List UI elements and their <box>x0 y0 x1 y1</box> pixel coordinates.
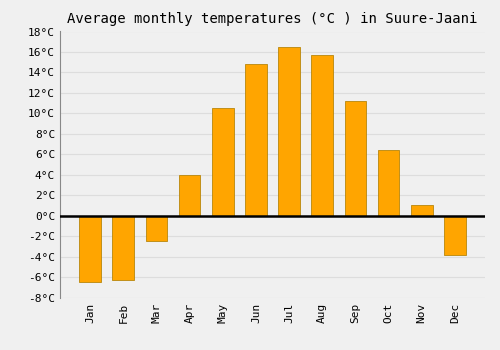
Bar <box>344 101 366 216</box>
Bar <box>444 216 466 254</box>
Bar <box>245 64 266 216</box>
Bar <box>212 108 234 216</box>
Bar <box>112 216 134 280</box>
Bar <box>179 175 201 216</box>
Bar <box>146 216 167 241</box>
Bar <box>312 55 333 216</box>
Bar <box>411 205 432 216</box>
Title: Average monthly temperatures (°C ) in Suure-Jaani: Average monthly temperatures (°C ) in Su… <box>68 12 478 26</box>
Bar <box>278 47 300 216</box>
Bar <box>80 216 101 282</box>
Bar <box>378 150 400 216</box>
